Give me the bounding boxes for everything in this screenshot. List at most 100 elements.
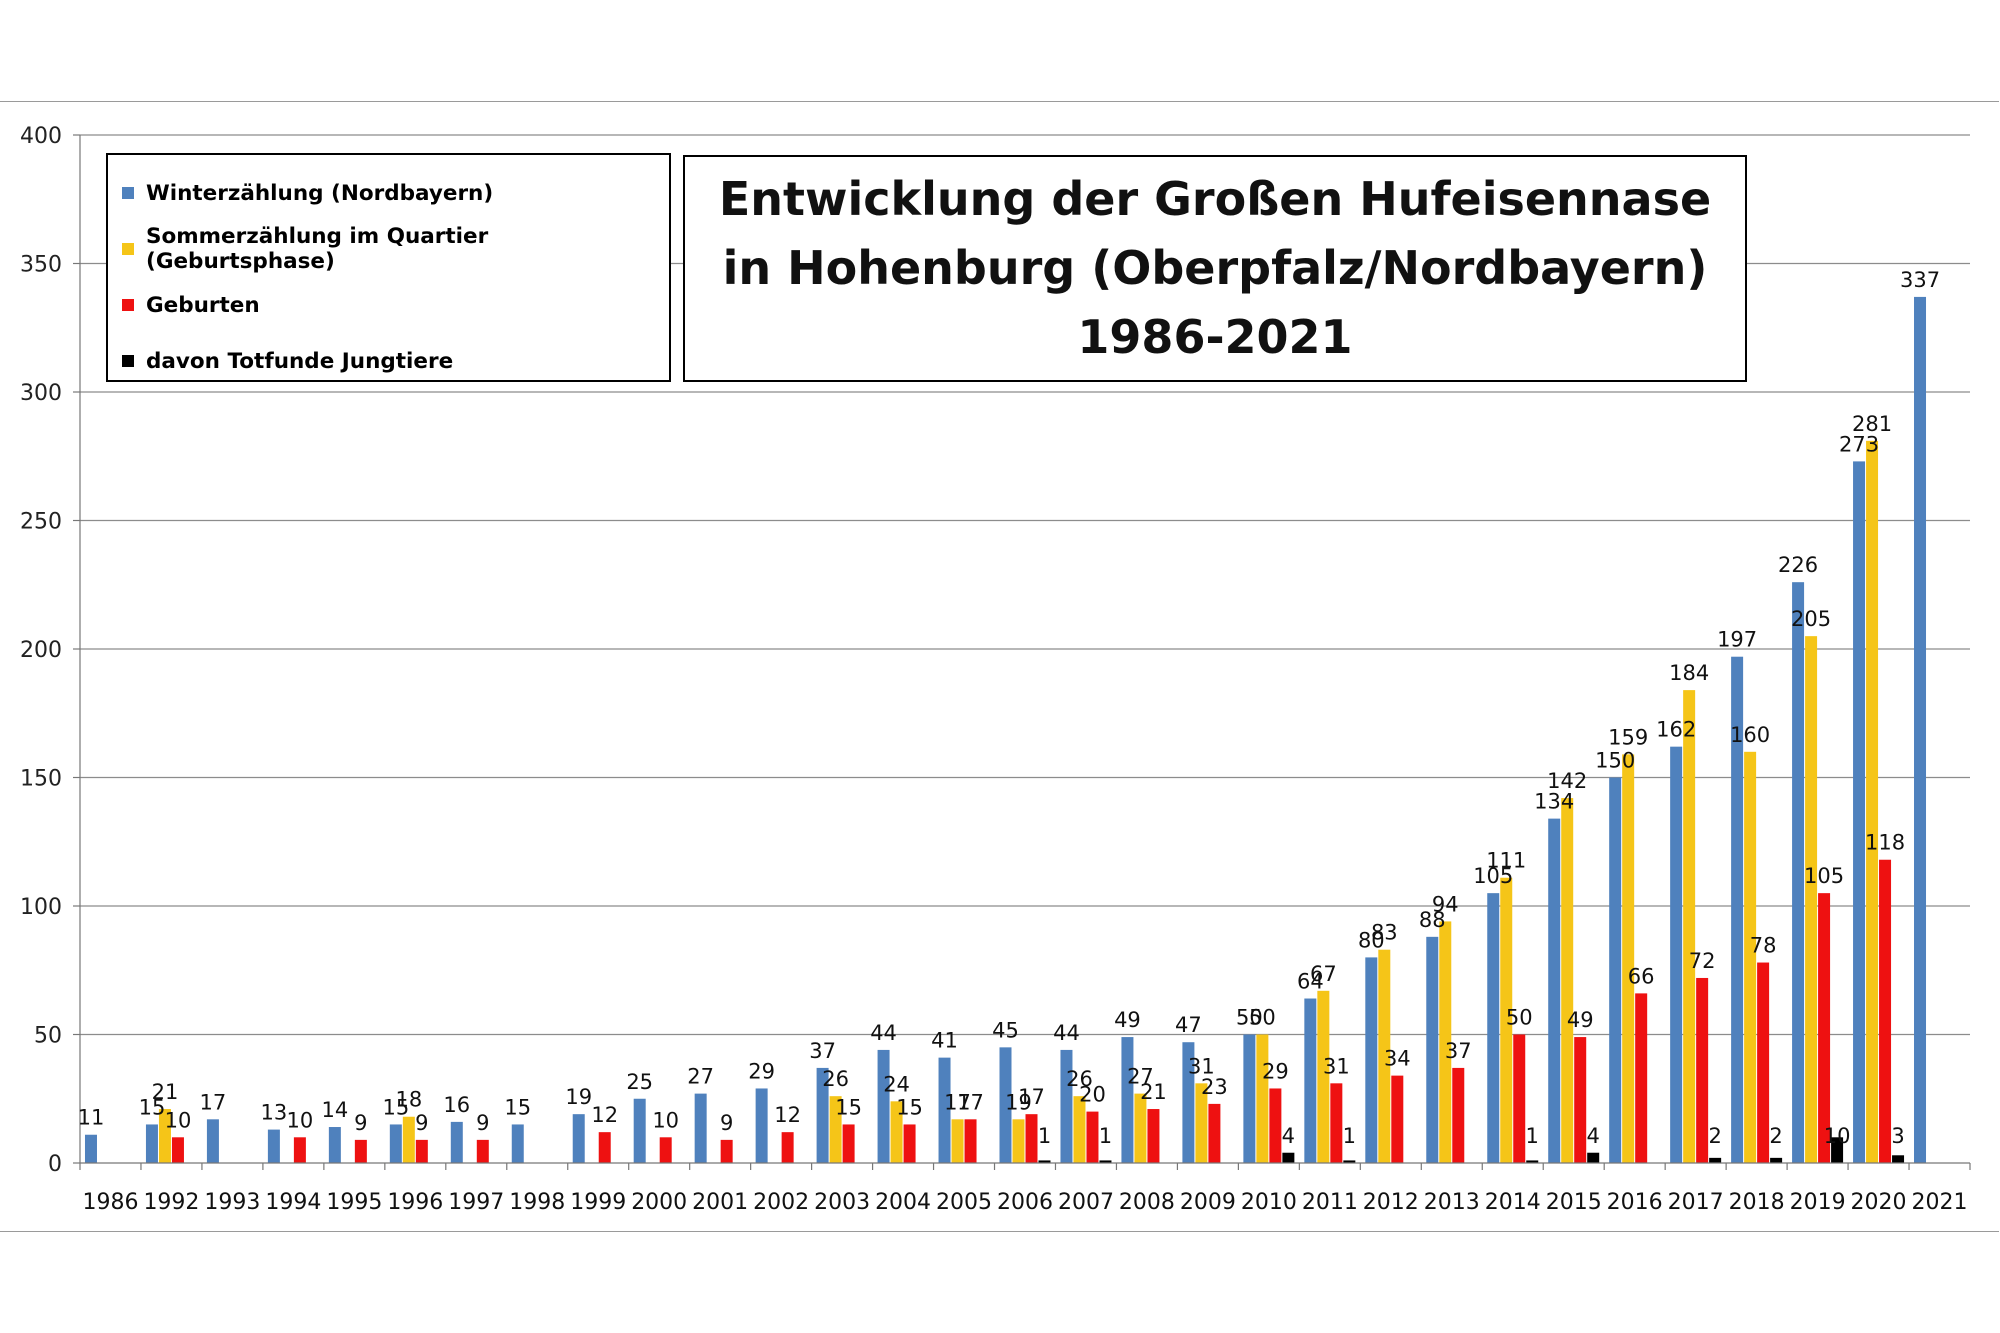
data-label: 17 <box>200 1090 227 1114</box>
bar-winter <box>145 1124 158 1163</box>
bar-winter <box>1243 1034 1256 1163</box>
y-tick-label: 50 <box>34 1024 62 1049</box>
data-label: 21 <box>1140 1080 1167 1104</box>
bar-deaths <box>1038 1160 1051 1163</box>
data-label: 4 <box>1587 1124 1600 1148</box>
data-label: 27 <box>1127 1065 1154 1089</box>
data-label: 184 <box>1669 661 1709 685</box>
bar-births <box>1574 1037 1587 1163</box>
bar-births <box>476 1139 489 1163</box>
bar-winter <box>1609 777 1622 1163</box>
data-label: 44 <box>1053 1021 1080 1045</box>
bar-births <box>1696 977 1709 1163</box>
bar-winter <box>1182 1042 1195 1163</box>
data-label: 160 <box>1730 723 1770 747</box>
bar-winter <box>938 1057 951 1163</box>
bar-winter <box>1792 582 1805 1163</box>
data-label: 17 <box>957 1090 984 1114</box>
bar-births <box>1818 893 1831 1163</box>
y-tick-label: 200 <box>20 638 62 663</box>
data-label: 1 <box>1099 1124 1112 1148</box>
x-tick-label: 2012 <box>1363 1190 1419 1215</box>
bar-summer <box>1073 1096 1086 1163</box>
bar-deaths <box>1587 1152 1600 1163</box>
data-label: 37 <box>809 1039 836 1063</box>
bar-winter <box>877 1049 890 1163</box>
y-tick-label: 350 <box>20 253 62 278</box>
x-tick-label: 2009 <box>1180 1190 1236 1215</box>
data-label: 23 <box>1201 1075 1228 1099</box>
bar-deaths <box>1282 1152 1295 1163</box>
y-tick-label: 150 <box>20 767 62 792</box>
bar-deaths <box>1343 1160 1356 1163</box>
bar-summer <box>1012 1119 1025 1163</box>
bar-births <box>1879 859 1892 1163</box>
bar-winter <box>450 1121 463 1163</box>
data-label: 15 <box>835 1095 862 1119</box>
x-tick-label: 2021 <box>1912 1190 1968 1215</box>
legend-label-births: Geburten <box>146 292 260 318</box>
data-label: 15 <box>896 1095 923 1119</box>
data-label: 31 <box>1323 1054 1350 1078</box>
data-label: 78 <box>1750 934 1777 958</box>
bar-winter <box>1304 998 1317 1163</box>
data-label: 105 <box>1804 864 1844 888</box>
data-label: 9 <box>354 1111 367 1135</box>
data-label: 80 <box>1358 928 1385 952</box>
bar-births <box>171 1137 184 1163</box>
bar-births <box>964 1119 977 1163</box>
legend-swatch-summer <box>122 243 134 255</box>
bar-births <box>1330 1083 1343 1163</box>
x-tick-label: 1996 <box>387 1190 443 1215</box>
data-label: 26 <box>1066 1067 1093 1091</box>
x-tick-label: 2015 <box>1546 1190 1602 1215</box>
x-tick-label: 1995 <box>326 1190 382 1215</box>
bar-births <box>1025 1114 1038 1163</box>
data-label: 14 <box>321 1098 348 1122</box>
data-label: 29 <box>1262 1059 1289 1083</box>
bar-winter <box>1487 893 1500 1163</box>
legend-label-deaths: davon Totfunde Jungtiere <box>146 348 454 374</box>
data-label: 9 <box>415 1111 428 1135</box>
bar-births <box>1086 1111 1099 1163</box>
x-tick-label: 1997 <box>448 1190 504 1215</box>
bar-winter <box>1121 1037 1134 1163</box>
bar-winter <box>267 1129 280 1163</box>
bar-births <box>1452 1067 1465 1163</box>
bar-winter <box>328 1127 341 1163</box>
data-label: 17 <box>944 1090 971 1114</box>
bar-summer <box>1622 754 1635 1163</box>
bar-winter <box>999 1047 1012 1163</box>
x-tick-label: 2010 <box>1241 1190 1297 1215</box>
data-label: 12 <box>591 1103 618 1127</box>
bar-deaths <box>1526 1160 1539 1163</box>
data-label: 19 <box>1005 1090 1032 1114</box>
bar-summer <box>1683 690 1696 1163</box>
data-label: 50 <box>1236 1006 1263 1030</box>
data-label: 49 <box>1567 1008 1594 1032</box>
data-label: 11 <box>78 1106 105 1130</box>
bar-births <box>1208 1103 1221 1163</box>
data-label: 9 <box>720 1111 733 1135</box>
x-tick-label: 2013 <box>1424 1190 1480 1215</box>
data-label: 205 <box>1791 607 1831 631</box>
legend-item-winter: Winterzählung (Nordbayern) <box>122 165 655 221</box>
data-label: 47 <box>1175 1013 1202 1037</box>
bar-deaths <box>1831 1137 1844 1163</box>
bar-summer <box>1256 1034 1269 1163</box>
data-label: 9 <box>476 1111 489 1135</box>
data-label: 17 <box>1018 1085 1045 1109</box>
bar-summer <box>1317 990 1330 1163</box>
bar-summer <box>1561 798 1574 1163</box>
bar-deaths <box>1770 1157 1783 1163</box>
bar-winter <box>633 1098 646 1163</box>
bar-summer <box>1805 636 1818 1163</box>
x-tick-label: 2008 <box>1119 1190 1175 1215</box>
bar-winter <box>755 1088 768 1163</box>
bar-births <box>1513 1034 1526 1163</box>
bar-births <box>1147 1109 1160 1163</box>
data-label: 4 <box>1282 1124 1295 1148</box>
x-axis: 1986 1992 1993 1994 1995 1996 1997 1998 1999 2000… <box>79 1162 1971 1215</box>
